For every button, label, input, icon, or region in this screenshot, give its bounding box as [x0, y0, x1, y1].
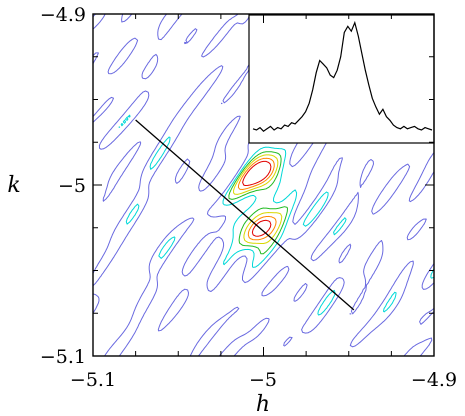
axis-ticks [92, 13, 435, 357]
x-tick-label-2: −4.9 [411, 369, 457, 391]
contour-level-4 [233, 154, 283, 244]
inset-panel [248, 14, 435, 144]
x-tick-label-0: −5.1 [70, 369, 116, 391]
y-tick-label-2: −4.9 [40, 4, 86, 26]
x-axis-label: h [256, 392, 270, 416]
line-cut-group [135, 119, 355, 311]
y-tick-label-0: −5.1 [40, 346, 86, 368]
y-tick-label-1: −5 [58, 175, 86, 197]
y-axis-label: k [7, 173, 20, 198]
contour-level-6 [242, 160, 272, 237]
x-tick-label-1: −5 [249, 369, 277, 391]
contour-level-5 [237, 157, 277, 241]
inset-profile-line [252, 20, 433, 132]
line-cut [135, 119, 355, 311]
